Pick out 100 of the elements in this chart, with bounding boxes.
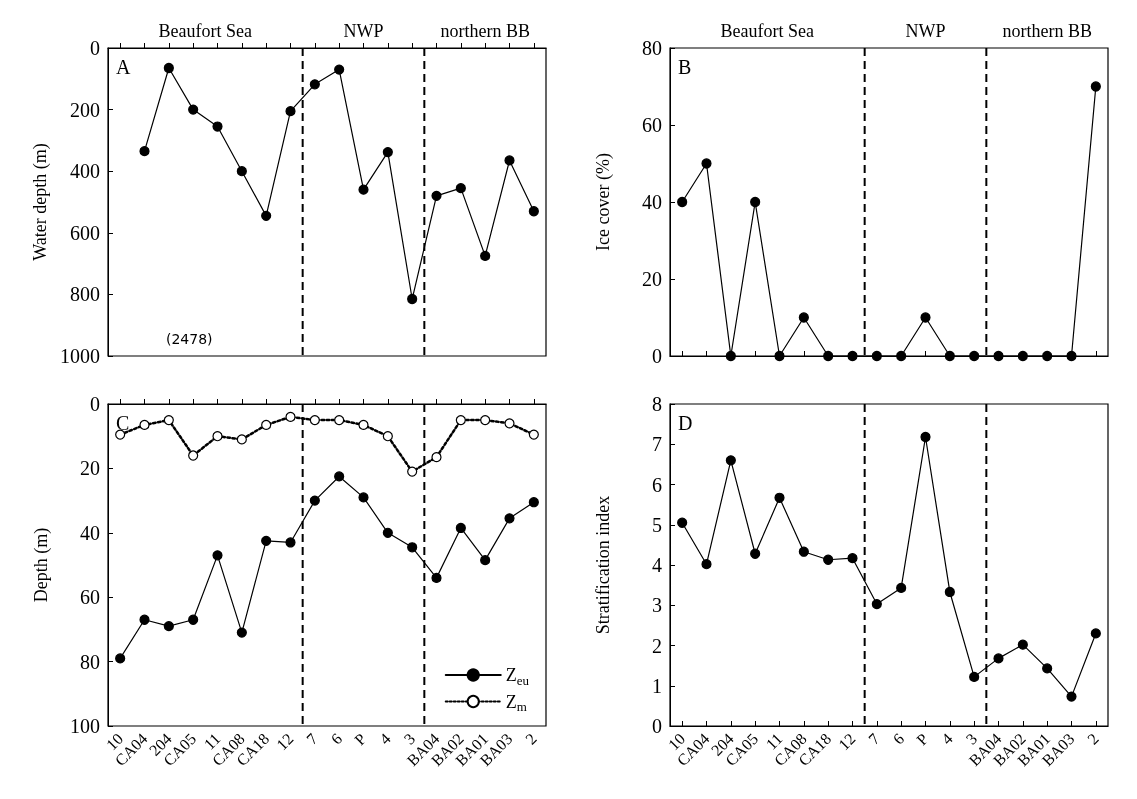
chart-title: B <box>678 56 692 78</box>
point <box>309 495 320 506</box>
x-tick-label: 7 <box>865 729 883 748</box>
y-tick-label: 2 <box>652 634 662 657</box>
point <box>725 350 736 362</box>
y-tick-label: 60 <box>80 586 100 609</box>
text: Beaufort Sea <box>158 21 253 41</box>
x-tick-label: 6 <box>327 729 346 748</box>
point <box>455 415 466 426</box>
point <box>358 492 369 503</box>
x-tick-label: 4 <box>376 729 394 748</box>
y-tick-label: 600 <box>70 221 100 244</box>
y-tick-label: 0 <box>652 715 662 737</box>
point <box>334 471 345 482</box>
chart-title: D <box>678 412 693 434</box>
point <box>139 146 150 157</box>
y-tick-label: 3 <box>652 594 662 617</box>
y-tick-label: 80 <box>80 650 100 673</box>
point <box>285 106 296 117</box>
y-tick-label: 8 <box>652 393 662 415</box>
point <box>1042 350 1053 362</box>
point <box>847 553 858 564</box>
point <box>944 586 955 598</box>
point <box>847 350 858 362</box>
point <box>139 419 150 431</box>
point <box>382 527 393 538</box>
x-tick-label: P <box>351 729 370 749</box>
y-tick-label: 100 <box>70 715 100 737</box>
point <box>1090 81 1101 92</box>
point <box>701 158 712 169</box>
point <box>1066 691 1077 702</box>
point <box>677 196 688 208</box>
point <box>431 190 442 201</box>
point <box>528 429 539 440</box>
point <box>358 419 369 431</box>
point <box>163 415 174 426</box>
y-tick-label: 6 <box>652 473 662 496</box>
point <box>969 350 980 362</box>
point <box>871 350 882 362</box>
y-tick-label: 7 <box>652 433 662 456</box>
y-tick-label: 5 <box>652 513 662 536</box>
point <box>236 434 247 445</box>
x-tick-label: 2 <box>1084 729 1102 748</box>
annotation: (2478) <box>166 331 213 347</box>
y-axis-title: Depth (m) <box>31 527 52 603</box>
point <box>944 350 955 362</box>
point <box>750 548 761 559</box>
point <box>774 492 785 503</box>
text: NWP <box>343 21 384 41</box>
point <box>431 452 442 463</box>
point <box>407 466 418 477</box>
x-tick-label: 2 <box>522 729 540 748</box>
y-tick-label: 60 <box>642 114 662 136</box>
text: northern BB <box>440 21 530 41</box>
point <box>480 415 491 426</box>
point <box>188 104 199 115</box>
point <box>358 184 369 195</box>
point <box>701 559 712 570</box>
chart-title: A <box>116 56 131 78</box>
point <box>528 206 539 217</box>
y-tick-label: 1 <box>652 674 662 697</box>
y-tick-label: 0 <box>90 393 100 415</box>
point <box>309 79 320 90</box>
point <box>236 166 247 177</box>
point <box>920 431 931 443</box>
text: northern BB <box>1002 21 1092 41</box>
y-axis-title: Ice cover (%) <box>593 153 614 251</box>
y-tick-label: 20 <box>642 268 662 290</box>
point <box>455 522 466 534</box>
point <box>163 621 174 632</box>
point <box>750 196 761 208</box>
point <box>115 653 126 664</box>
point <box>896 350 907 362</box>
point <box>407 542 418 553</box>
y-tick-label: 800 <box>70 283 100 306</box>
point <box>188 450 199 461</box>
point <box>871 598 882 610</box>
point <box>528 497 539 508</box>
point <box>823 554 834 565</box>
point <box>382 147 393 158</box>
point <box>261 210 272 221</box>
point <box>139 614 150 625</box>
text: NWP <box>905 21 946 41</box>
point <box>725 455 736 466</box>
point <box>969 671 980 682</box>
point <box>1066 350 1077 362</box>
x-tick-label: 7 <box>303 729 321 748</box>
y-tick-label: 1000 <box>60 345 100 367</box>
x-tick-label: 12 <box>835 729 859 754</box>
point <box>1090 628 1101 639</box>
point <box>1017 350 1028 362</box>
point <box>504 418 515 429</box>
point <box>920 312 931 323</box>
x-tick-label: P <box>913 729 932 749</box>
point <box>382 431 393 442</box>
point <box>285 537 296 548</box>
point <box>212 431 223 442</box>
x-tick-label: 12 <box>273 729 297 754</box>
point <box>261 535 272 546</box>
y-tick-label: 0 <box>652 345 662 367</box>
